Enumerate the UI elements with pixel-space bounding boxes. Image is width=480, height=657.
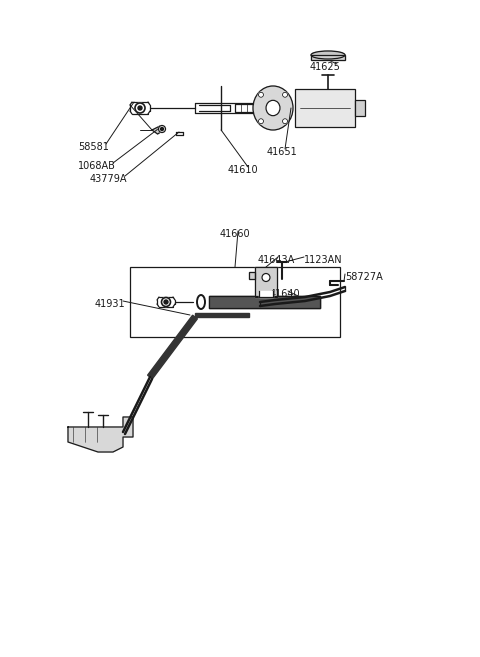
- Text: 41640: 41640: [270, 289, 300, 299]
- Text: 41651: 41651: [267, 147, 298, 157]
- Bar: [355, 101, 365, 116]
- Bar: [255, 267, 277, 297]
- Circle shape: [160, 127, 164, 131]
- Text: 58581: 58581: [78, 142, 109, 152]
- Text: 1123AN: 1123AN: [304, 255, 343, 265]
- Polygon shape: [152, 126, 164, 134]
- Polygon shape: [68, 417, 133, 452]
- Text: 43779A: 43779A: [90, 174, 128, 184]
- Circle shape: [135, 103, 145, 113]
- Bar: [311, 55, 345, 60]
- Ellipse shape: [311, 51, 345, 59]
- Text: 58727A: 58727A: [345, 272, 383, 282]
- Ellipse shape: [253, 86, 293, 130]
- Polygon shape: [195, 313, 249, 317]
- Text: 41643A: 41643A: [258, 255, 295, 265]
- Circle shape: [262, 273, 270, 281]
- Bar: [249, 271, 255, 279]
- Bar: [249, 271, 255, 279]
- Circle shape: [258, 119, 264, 124]
- Bar: [209, 296, 320, 308]
- Circle shape: [138, 106, 142, 110]
- Bar: [255, 267, 277, 297]
- Bar: [130, 267, 340, 337]
- Ellipse shape: [266, 101, 280, 116]
- Text: 41931: 41931: [95, 299, 126, 309]
- Ellipse shape: [197, 295, 205, 309]
- Text: 41610: 41610: [228, 165, 259, 175]
- Bar: [295, 89, 355, 127]
- Bar: [311, 55, 345, 60]
- Circle shape: [164, 300, 168, 304]
- Bar: [259, 291, 273, 297]
- Polygon shape: [148, 315, 197, 379]
- Circle shape: [161, 298, 170, 307]
- Text: 41660: 41660: [220, 229, 251, 239]
- Circle shape: [283, 119, 288, 124]
- Text: 41625: 41625: [310, 62, 341, 72]
- Bar: [209, 296, 320, 308]
- Text: 1068AB: 1068AB: [78, 161, 116, 171]
- Circle shape: [258, 92, 264, 97]
- Circle shape: [283, 92, 288, 97]
- Circle shape: [158, 125, 166, 133]
